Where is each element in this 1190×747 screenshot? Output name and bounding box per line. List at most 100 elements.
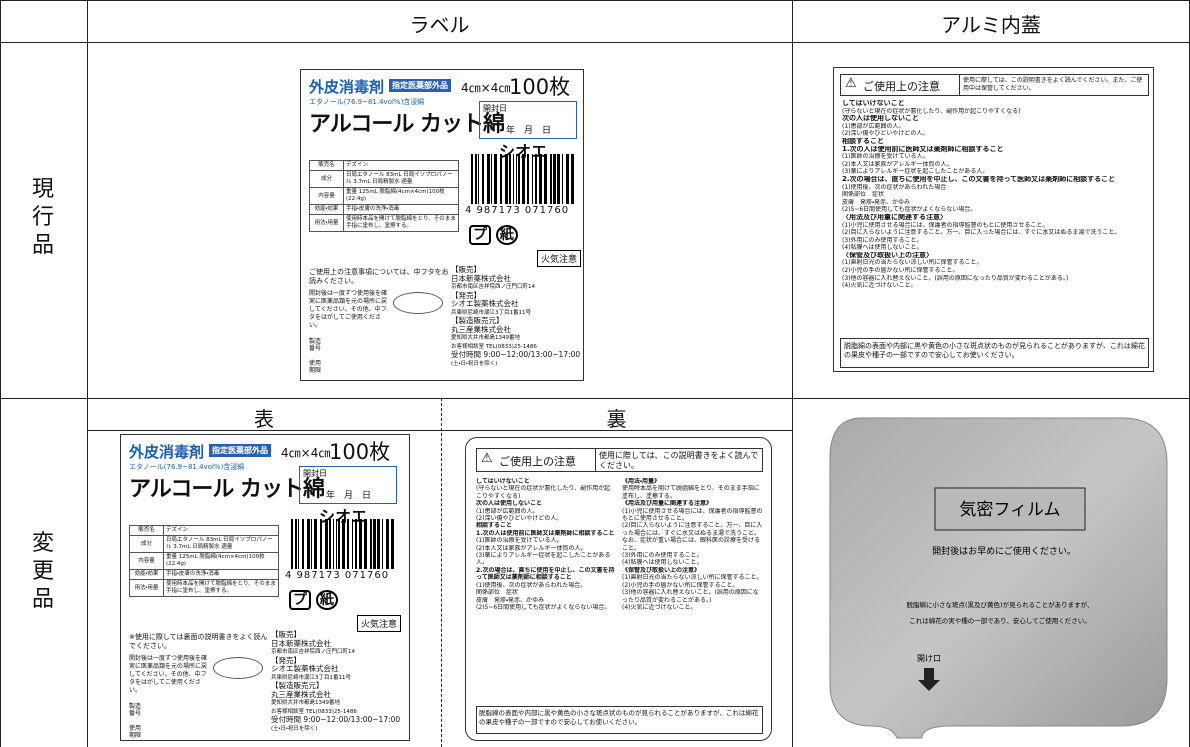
seller-line: お客様相談室 TEL(0833)25-1486 [271,708,357,715]
rule [0,42,1190,43]
badge: 指定医薬部外品 [209,444,271,457]
bar [539,154,542,204]
bar [291,519,293,569]
bar [475,154,477,204]
seller-line: 【発売】 [271,655,301,665]
foil-notice: 開封後はお早めにご使用ください。 [932,545,1076,557]
notice-line: (1)小児に使用させる場合には、保護者の指導監督のもとに使用させること。 [622,507,763,523]
foil-shape [829,417,1168,739]
spec-row: 内容量 重量 125mL 脱脂綿(4cm×4cm)100枚(22.4g) [129,552,279,570]
spec-cell: デズイン [163,525,279,536]
column-header: ラベル [409,13,470,37]
seller-line: 京都市南区吉祥院西ノ庄門口町14 [451,284,535,290]
bar [471,154,473,204]
notice-footer: 脱脂綿の表面や内部に黒や黄色の小さな斑点状のものが見られることがありますが、これ… [476,706,763,734]
bar [532,154,533,204]
seller-line: 【発売】 [451,290,481,300]
notice-line: (3)他の容器に入れ替えないこと。(誤用の原因になったり品質が変わることがある。… [622,589,759,604]
bar [562,154,563,204]
recycle-icons: プ 紙 [469,224,579,246]
bar [352,519,353,569]
open-date-box [299,466,397,504]
bar [329,519,331,569]
row-label: 現行品 [31,177,54,258]
foil-lid: 気密フィルム 開封後はお早めにご使用ください。 脱脂綿に小さな斑点(黒及び黄色)… [829,417,1168,739]
notice-line: 2.次の場合は、直ちに使用を中止し、この文書を持って医師又は薬剤師に相談すること [842,175,1116,183]
rule [0,0,1,747]
bar [314,519,317,569]
notice-line: (2)目に入らないように注意すること。万一、目に入った場合には、すぐに水又はぬる… [842,229,1121,237]
badge: 指定医薬部外品 [389,79,451,92]
spec-row: 用法・用量 使用時本品を開けて脱脂綿をとり、そのまま手指に塗布し、塗擦する。 [309,214,459,232]
notice-line: (守らないと現在の症状が悪化したり、副作用が起こりやすくなる) [476,485,611,500]
notice-line: 《用法及び用量に関連する注意》 [622,500,713,508]
notice-body: してはいけないこと (守らないと現在の症状が悪化したり、副作用が起こりやすくなる)… [842,100,1148,290]
notice-line: (1)患部が広範囲の人。 [842,122,905,130]
notice-line: (1)患部が広範囲の人。 [476,507,539,515]
notice-line: (4)火気に近づけないこと。 [622,603,697,611]
barcode-number: 4 987173 071760 [285,570,390,581]
category: 外皮消毒剤 [129,443,205,461]
spec-cell: 成分 [129,535,164,553]
notice-line: してはいけないこと [842,100,905,107]
notice-line: 皮膚 発疹・発赤、かゆみ [842,198,911,206]
notice-line: 《保管及び取扱い上の注意》 [622,566,701,574]
back-label: ⚠ ご使用上の注意 使用に際しては、この説明書きをよく読んでください。 してはい… [465,437,772,741]
notice-line: (2)深い傷やひどいやけどの人。 [476,515,563,523]
bar [491,154,492,204]
notice-line: 関係部位 症状 [476,589,519,597]
notice-line: してはいけないこと [476,478,530,485]
spec-cell: 内容量 [129,552,164,570]
spec-cell: 効能・効果 [129,569,164,580]
notice-line: (3)外用にのみ使用すること。 [622,552,703,560]
rule [87,430,792,431]
seller-line: 兵庫県尼崎市潮江3丁目1番11号 [271,674,351,681]
bar [571,154,574,204]
bar [509,154,511,204]
spec-cell: 使用時本品を開けて脱脂綿をとり、そのまま手指に塗布し、塗擦する。 [163,579,279,597]
spec-cell: 重量 125mL 脱脂綿(4cm×4cm)100枚(22.4g) [343,187,459,205]
spec-row: 成分 日局エタノール 83mL 日局イソプロパノール 3.7mL 日局精製水 適量 [129,535,279,553]
bar [482,154,484,204]
seller-line: (土・日・祝日を除く) [271,725,318,732]
bar [364,519,367,569]
spec-cell: 日局エタノール 83mL 日局イソプロパノール 3.7mL 日局精製水 適量 [163,535,279,553]
notice-line: 関係部位 症状 [842,191,885,199]
notice-intro: 使用に際しては、この説明書きをよく読んでください。 [599,451,759,470]
divider [595,449,596,471]
lot-label: 製造番号 [309,338,322,352]
bar [516,154,517,204]
count: 100枚 [509,75,571,99]
bar [302,519,304,569]
spec-row: 効能・効果 手指・皮膚の洗浄・消毒 [309,204,459,215]
hands-icon [213,657,263,679]
seller-line: 受付時間 9:00~12:00/13:00~17:00 [271,715,401,724]
spec-cell: 日局エタノール 83mL 日局イソプロパノール 3.7mL 日局精製水 適量 [343,170,459,188]
spec-cell: 販売名 [129,525,164,536]
notice-line: (1)小児に使用させる場合には、保護者の指導監督のもとに使用させること。 [842,221,1049,229]
usage-note: ※使用に際しては裏面の説明書きをよく読んでください。 [129,633,268,650]
ymd: 年 月 日 [326,491,372,501]
expiry-label: 使用期限 [129,725,142,739]
spec-cell: 重量 125mL 脱脂綿(4cm×4cm)100枚(22.4g) [163,552,279,570]
warning-icon: ⚠ [481,451,493,466]
spec-cell: 成分 [309,170,344,188]
notice-line: (2)小児の手の届かない所に保管すること。 [622,581,739,589]
bar [550,154,552,204]
seller-block: 【販売】 日本新薬株式会社 京都市南区吉祥院西ノ庄門口町14 【発売】 シオエ製薬株式会… [271,630,403,733]
seller-line: お客様相談室 TEL(0833)25-1486 [451,343,537,350]
notice-line: 1.次の人は使用前に医師又は薬剤師に相談すること [842,145,1004,153]
arrow [918,668,940,691]
label-new: 外皮消毒剤 指定医薬部外品 4㎝×4㎝ 100枚 エタノール(76.9~81.4vol%… [120,434,410,741]
notice-line: (2)本人又は家族がアレルギー体質の人。 [476,544,587,552]
sub-header: 表 [254,407,274,431]
spec-cell: 販売名 [309,160,344,171]
notice-line: 《用法・用量》 [622,478,661,485]
notice-line: 相談すること [842,137,884,145]
bar [527,154,529,204]
spec-cell: 効能・効果 [309,204,344,215]
expiry-label: 使用期限 [309,360,322,374]
bar [553,154,556,204]
notice-header: ⚠ ご使用上の注意 使用に際しては、この説明書きをよく読んでください。 [476,448,763,472]
spec-row: 販売名 デズイン [309,160,459,171]
